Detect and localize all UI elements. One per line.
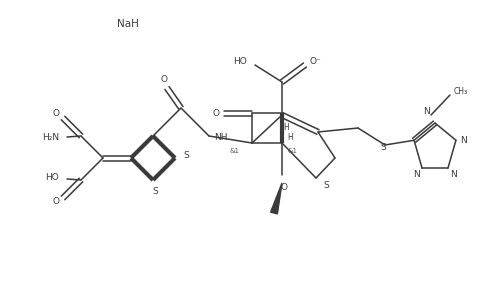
Text: H: H [287,133,293,141]
Text: HO: HO [45,174,59,182]
Text: O⁻: O⁻ [309,56,321,66]
Text: &1: &1 [287,148,297,154]
Text: S: S [323,182,329,190]
Text: S: S [152,186,158,196]
Text: H: H [283,123,289,131]
Polygon shape [270,183,282,214]
Text: HO: HO [233,56,247,66]
Text: CH₃: CH₃ [454,87,468,95]
Text: N: N [460,136,468,145]
Text: O: O [280,182,287,192]
Text: N: N [450,170,458,179]
Text: O: O [212,109,220,117]
Text: O: O [52,109,60,119]
Text: N: N [412,170,420,179]
Text: S: S [380,144,386,152]
Text: N: N [424,107,430,115]
Text: O: O [52,198,60,207]
Text: O: O [160,76,168,84]
Text: &1: &1 [229,148,239,154]
Text: NaH: NaH [116,19,138,29]
Text: NH: NH [214,133,228,142]
Text: S: S [183,150,189,160]
Text: H₂N: H₂N [42,133,59,142]
